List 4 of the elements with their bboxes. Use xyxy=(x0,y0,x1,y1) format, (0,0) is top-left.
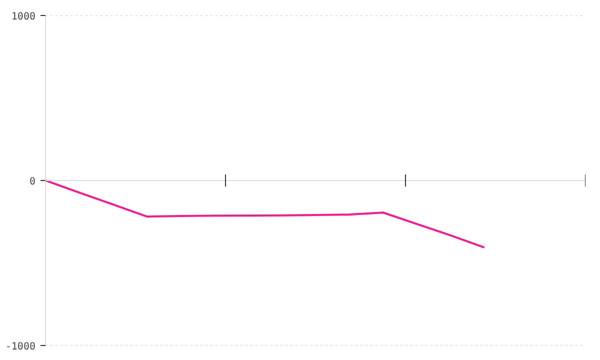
y-tick-label: 0 xyxy=(29,176,36,188)
line-series xyxy=(46,180,486,248)
y-tick-label: -1000 xyxy=(5,342,36,352)
y-tick-label: 1000 xyxy=(11,12,36,22)
